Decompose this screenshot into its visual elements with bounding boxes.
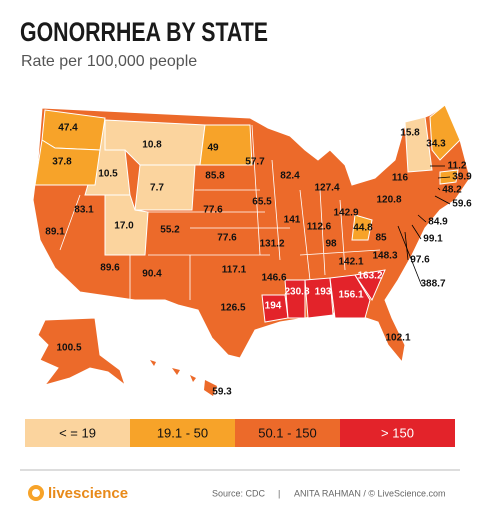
state-value: 39.9 bbox=[452, 172, 472, 183]
state-value: 89.1 bbox=[45, 227, 65, 238]
state-region bbox=[429, 104, 461, 161]
state-value: 17.0 bbox=[114, 221, 134, 232]
legend-label: > 150 bbox=[381, 425, 414, 440]
state-value: 77.6 bbox=[217, 233, 237, 244]
state-value: 47.4 bbox=[58, 123, 78, 134]
state-value: 148.3 bbox=[372, 251, 397, 262]
state-value: 10.8 bbox=[142, 140, 162, 151]
state-value: 131.2 bbox=[259, 239, 284, 250]
state-value: 48.2 bbox=[442, 185, 462, 196]
legend-label: 50.1 - 150 bbox=[258, 425, 317, 440]
state-value: 15.8 bbox=[400, 128, 420, 139]
state-value: 83.1 bbox=[74, 205, 94, 216]
state-value: 11.2 bbox=[448, 161, 467, 172]
legend: < = 19 19.1 - 50 50.1 - 150 > 150 bbox=[25, 419, 455, 447]
state-value: 7.7 bbox=[150, 183, 164, 194]
logo-sun-core bbox=[32, 489, 40, 497]
state-value: 82.4 bbox=[280, 171, 300, 182]
legend-swatch bbox=[340, 419, 455, 447]
state-value: 59.3 bbox=[212, 387, 232, 398]
state-region bbox=[134, 164, 196, 211]
state-borders bbox=[59, 124, 381, 300]
source: Source: CDC bbox=[212, 488, 266, 498]
title: GONORRHEA BY STATE bbox=[20, 17, 268, 47]
alaska bbox=[37, 317, 126, 387]
state-region bbox=[351, 214, 373, 241]
state-value: 117.1 bbox=[222, 265, 247, 276]
state-value: 120.8 bbox=[376, 195, 401, 206]
logo-text: livescience bbox=[48, 485, 128, 502]
legend-swatch bbox=[25, 419, 130, 447]
state-value: 99.1 bbox=[423, 234, 443, 245]
logo: livescience bbox=[28, 485, 128, 502]
state-value: 55.2 bbox=[160, 225, 180, 236]
state-value: 126.5 bbox=[220, 303, 245, 314]
state-value: 97.6 bbox=[410, 255, 430, 266]
leader-line bbox=[397, 225, 422, 285]
leader-line bbox=[411, 224, 422, 240]
state-value: 90.4 bbox=[142, 269, 162, 280]
state-value: 100.5 bbox=[56, 343, 81, 354]
state-value: 77.6 bbox=[203, 205, 223, 216]
state-value: 116 bbox=[392, 173, 409, 184]
state-value: 10.5 bbox=[98, 169, 118, 180]
state-value: 194 bbox=[265, 301, 282, 312]
hawaii bbox=[150, 360, 217, 396]
state-value: 146.6 bbox=[261, 273, 286, 284]
state-value: 34.3 bbox=[426, 139, 446, 150]
state-value: 85.8 bbox=[205, 171, 225, 182]
legend-label: < = 19 bbox=[59, 425, 96, 440]
state-value: 65.5 bbox=[252, 197, 272, 208]
state-region bbox=[354, 269, 386, 302]
legend-swatch bbox=[130, 419, 235, 447]
separator: | bbox=[278, 488, 280, 498]
state-value: 37.8 bbox=[52, 157, 72, 168]
legend-swatch bbox=[235, 419, 340, 447]
legend-label: 19.1 - 50 bbox=[157, 425, 208, 440]
state-value: 388.7 bbox=[420, 279, 445, 290]
state-region bbox=[304, 277, 334, 319]
state-value: 102.1 bbox=[385, 333, 410, 344]
leader-line bbox=[437, 176, 451, 179]
credit: ANITA RAHMAN / © LiveScience.com bbox=[294, 488, 446, 498]
state-region bbox=[284, 279, 306, 319]
state-value: 141 bbox=[284, 215, 301, 226]
state-value: 85 bbox=[375, 233, 387, 244]
leader-line bbox=[404, 231, 409, 261]
state-region bbox=[404, 116, 433, 173]
state-region bbox=[329, 274, 371, 319]
state-value: 49 bbox=[207, 143, 219, 154]
state-value: 112.6 bbox=[307, 222, 332, 233]
state-value: 59.6 bbox=[452, 199, 472, 210]
state-value: 163.2 bbox=[357, 271, 382, 282]
subtitle: Rate per 100,000 people bbox=[21, 53, 197, 70]
state-value: 142.9 bbox=[333, 208, 358, 219]
state-value: 127.4 bbox=[314, 183, 339, 194]
state-value: 84.9 bbox=[428, 217, 448, 228]
leader-line bbox=[434, 195, 451, 205]
map: 47.4 37.8 10.5 10.8 49 85.8 7.7 57.7 82.4 127.4 15… bbox=[32, 104, 472, 398]
state-value: 156.1 bbox=[338, 290, 363, 301]
state-region bbox=[34, 139, 101, 186]
state-value: 230.8 bbox=[284, 287, 309, 298]
leader-line bbox=[417, 214, 427, 223]
state-value: 57.7 bbox=[245, 157, 265, 168]
state-value: 142.1 bbox=[338, 257, 363, 268]
state-value: 44.8 bbox=[353, 223, 373, 234]
state-value: 193 bbox=[315, 287, 332, 298]
state-value: 98 bbox=[325, 239, 337, 250]
leader-line bbox=[437, 187, 441, 191]
state-value: 89.6 bbox=[100, 263, 120, 274]
